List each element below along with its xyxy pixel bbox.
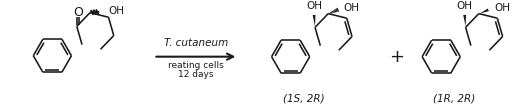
- Text: (1S, 2R): (1S, 2R): [283, 93, 325, 103]
- Text: O: O: [73, 6, 83, 19]
- Text: reating cells: reating cells: [168, 61, 224, 70]
- Polygon shape: [312, 15, 316, 26]
- Text: OH: OH: [457, 1, 473, 11]
- Polygon shape: [463, 15, 466, 26]
- Text: T. cutaneum: T. cutaneum: [164, 38, 228, 48]
- Text: (1R, 2R): (1R, 2R): [433, 93, 476, 103]
- Text: OH: OH: [343, 3, 359, 13]
- Text: OH: OH: [494, 3, 510, 13]
- Text: 12 days: 12 days: [178, 70, 214, 79]
- Polygon shape: [480, 8, 489, 14]
- Text: OH: OH: [306, 1, 322, 11]
- Text: +: +: [389, 48, 404, 66]
- Text: OH: OH: [108, 6, 124, 16]
